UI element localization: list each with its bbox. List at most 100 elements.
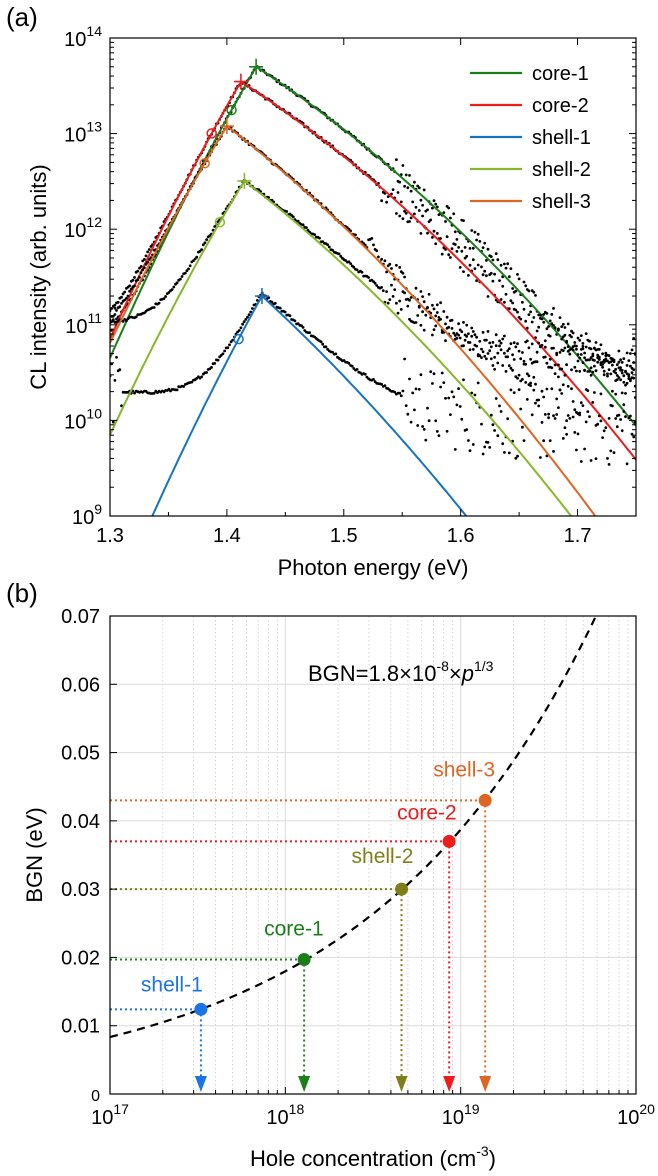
data-dot bbox=[347, 361, 351, 365]
data-dot bbox=[417, 387, 421, 391]
data-dot bbox=[581, 404, 585, 407]
data-dot bbox=[424, 438, 428, 442]
data-dot bbox=[115, 309, 118, 312]
data-dot bbox=[485, 274, 488, 278]
data-dot bbox=[558, 351, 562, 354]
data-dot bbox=[527, 289, 531, 293]
data-dot bbox=[517, 349, 521, 353]
data-dot bbox=[380, 199, 383, 203]
panel-a-ticks: 1.3 1.4 1.5 1.6 1.7 109 1010 1011 1012 1013 1014 bbox=[64, 23, 636, 547]
data-dot bbox=[594, 369, 598, 373]
data-dot bbox=[442, 381, 446, 384]
data-dot bbox=[363, 372, 367, 376]
data-dot bbox=[447, 325, 451, 329]
data-dot bbox=[188, 264, 192, 268]
data-dot bbox=[480, 422, 483, 426]
data-dot bbox=[435, 303, 439, 307]
panel-a-legend: core-1 core-2 shell-1 shell-2 shell-3 bbox=[470, 63, 591, 213]
data-dot bbox=[398, 266, 402, 269]
data-dot bbox=[470, 334, 474, 338]
peak-marker-core-2 bbox=[233, 73, 248, 90]
data-dot bbox=[570, 347, 573, 350]
data-dot bbox=[205, 238, 209, 242]
data-dot bbox=[522, 307, 526, 311]
data-dot bbox=[470, 229, 474, 232]
data-dot bbox=[403, 184, 406, 188]
data-dot bbox=[480, 265, 483, 269]
data-dot bbox=[602, 360, 606, 364]
data-point-shell-2 bbox=[395, 882, 409, 896]
data-dot bbox=[385, 290, 388, 293]
data-dot bbox=[565, 363, 568, 367]
data-dot bbox=[458, 336, 462, 340]
data-dot bbox=[594, 348, 598, 352]
data-dot bbox=[457, 246, 460, 249]
data-dot bbox=[488, 446, 492, 449]
data-dot bbox=[602, 429, 606, 433]
data-dot bbox=[267, 296, 271, 299]
data-dot bbox=[213, 225, 217, 228]
data-dot bbox=[406, 412, 410, 416]
data-dot bbox=[296, 219, 300, 223]
data-dot bbox=[553, 417, 557, 420]
data-dot bbox=[609, 360, 613, 364]
data-dot bbox=[507, 275, 511, 279]
y-tick-label: 0.06 bbox=[61, 674, 100, 696]
data-point-shell-3 bbox=[478, 793, 492, 807]
data-dot bbox=[409, 216, 413, 220]
data-dot bbox=[251, 307, 254, 310]
data-dot bbox=[543, 345, 547, 349]
data-dot bbox=[360, 270, 364, 274]
data-dot bbox=[516, 376, 519, 380]
data-dot bbox=[539, 456, 542, 459]
y-tick-label: 1011 bbox=[65, 310, 102, 338]
data-dot bbox=[591, 370, 595, 374]
data-dot bbox=[413, 408, 416, 412]
data-point-core-2 bbox=[442, 834, 456, 848]
data-dot bbox=[416, 314, 420, 317]
data-dot bbox=[619, 366, 622, 369]
data-dot bbox=[632, 435, 636, 439]
data-dot bbox=[483, 445, 487, 449]
data-dot bbox=[583, 368, 586, 372]
data-dot bbox=[391, 295, 395, 298]
data-dot bbox=[403, 275, 406, 279]
data-dot bbox=[408, 317, 411, 321]
data-dot bbox=[496, 351, 500, 355]
data-dot bbox=[619, 378, 622, 382]
data-dot bbox=[591, 401, 595, 404]
data-dot bbox=[182, 385, 186, 388]
data-dot bbox=[516, 454, 519, 458]
data-dot bbox=[373, 281, 377, 285]
data-dot bbox=[185, 269, 189, 273]
data-dot bbox=[555, 413, 559, 416]
data-dot bbox=[435, 430, 439, 433]
data-dot bbox=[529, 381, 532, 385]
data-dot bbox=[601, 436, 604, 439]
data-dot bbox=[543, 413, 547, 416]
data-dot bbox=[481, 246, 485, 250]
data-dot bbox=[593, 364, 596, 368]
data-dot bbox=[501, 442, 505, 446]
point-label-shell-3: shell-3 bbox=[433, 758, 495, 781]
data-dot bbox=[422, 188, 426, 192]
data-dot bbox=[431, 382, 434, 385]
data-dot bbox=[355, 268, 359, 272]
data-dot bbox=[439, 237, 442, 240]
point-group-shell-2 bbox=[110, 882, 409, 1092]
data-dot bbox=[547, 416, 550, 420]
data-dot bbox=[388, 262, 392, 266]
data-dot bbox=[552, 414, 555, 418]
data-dot bbox=[139, 265, 143, 268]
data-dot bbox=[622, 380, 626, 384]
fit-curve-shell-1 bbox=[151, 294, 468, 516]
data-dot bbox=[386, 301, 390, 305]
data-dot bbox=[445, 235, 449, 239]
peak-marker-shell-3 bbox=[219, 118, 234, 135]
data-dot bbox=[257, 188, 261, 192]
data-dot bbox=[522, 359, 526, 363]
data-dot bbox=[123, 290, 127, 294]
data-dot bbox=[615, 363, 619, 367]
data-dot bbox=[615, 425, 619, 429]
legend-item-core-1: core-1 bbox=[470, 63, 589, 85]
